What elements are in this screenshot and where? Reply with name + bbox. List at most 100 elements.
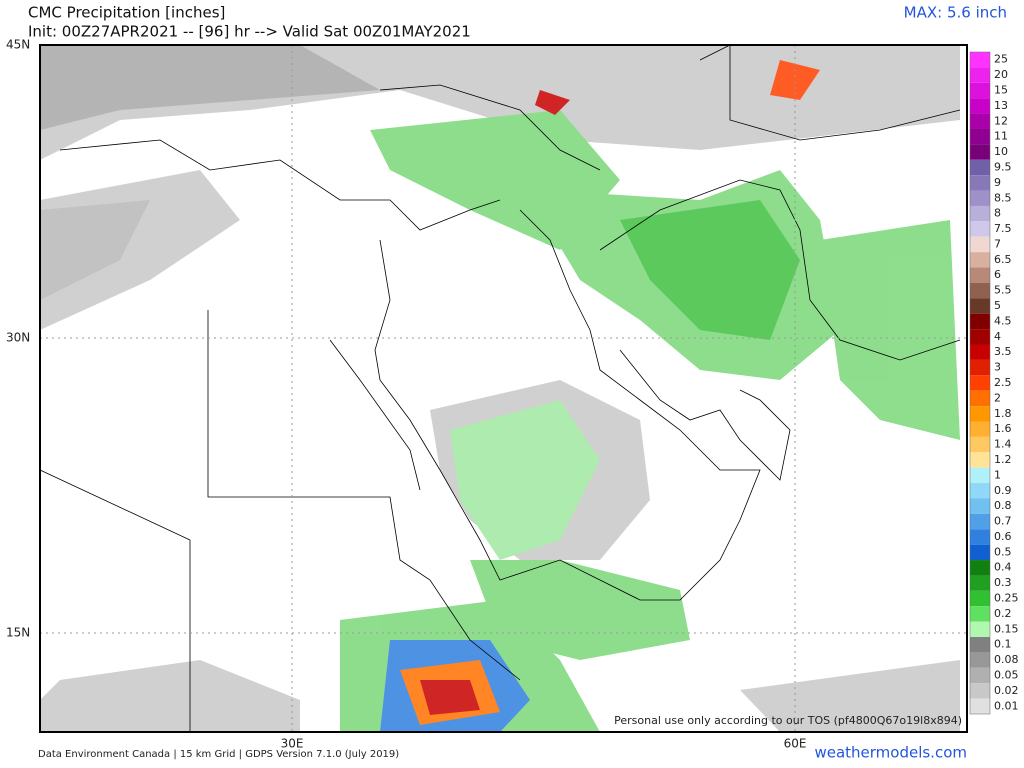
- precip-field: [40, 45, 960, 732]
- legend-swatch: [970, 452, 990, 468]
- site-link: weathermodels.com: [814, 744, 967, 762]
- legend-swatch: [970, 67, 990, 83]
- legend-label: 0.8: [994, 499, 1012, 512]
- legend-swatch: [970, 667, 990, 684]
- legend-swatch: [970, 560, 990, 576]
- legend-swatch: [970, 498, 990, 514]
- legend-swatch: [970, 637, 990, 653]
- legend-label: 1: [994, 468, 1001, 481]
- map-frame: [39, 44, 968, 733]
- legend-swatch: [970, 606, 990, 622]
- legend-swatch: [970, 98, 990, 114]
- map: Personal use only according to our TOS (…: [39, 44, 968, 733]
- lon-label: 30E: [281, 737, 304, 751]
- title: CMC Precipitation [inches]: [28, 4, 225, 22]
- legend-label: 5: [994, 299, 1001, 312]
- legend-swatch: [970, 298, 990, 314]
- legend-label: 9: [994, 176, 1001, 189]
- legend-label: 8.5: [994, 191, 1012, 204]
- borders: [39, 44, 961, 732]
- legend-swatch: [970, 282, 990, 299]
- legend-label: 0.1: [994, 638, 1012, 651]
- legend-swatch: [970, 575, 990, 591]
- legend-swatch: [970, 113, 990, 129]
- legend-swatch: [970, 513, 990, 530]
- legend-swatch: [970, 221, 990, 237]
- legend-label: 0.3: [994, 576, 1012, 589]
- legend-swatch: [970, 544, 990, 561]
- watermark: Personal use only according to our TOS (…: [614, 714, 962, 727]
- legend-label: 1.8: [994, 407, 1012, 420]
- legend-swatch: [970, 313, 990, 330]
- legend-swatch: [970, 252, 990, 268]
- legend-label: 0.2: [994, 607, 1012, 620]
- legend-label: 0.15: [994, 622, 1019, 635]
- graticule: [40, 45, 967, 732]
- max-value: MAX: 5.6 inch: [904, 4, 1007, 22]
- lat-label: 15N: [6, 626, 30, 640]
- legend-label: 25: [994, 53, 1008, 66]
- legend-label: 9.5: [994, 160, 1012, 173]
- legend-label: 0.08: [994, 653, 1019, 666]
- legend-label: 1.4: [994, 438, 1012, 451]
- legend-swatch: [970, 175, 990, 191]
- legend-label: 0.25: [994, 592, 1019, 605]
- legend-swatch: [970, 82, 990, 99]
- legend-label: 7: [994, 237, 1001, 250]
- legend-label: 15: [994, 83, 1008, 96]
- legend-label: 0.9: [994, 484, 1012, 497]
- legend-swatch: [970, 590, 990, 607]
- legend-label: 7.5: [994, 222, 1012, 235]
- legend-swatch: [970, 190, 990, 206]
- legend-swatch: [970, 421, 990, 437]
- credit: Data Environment Canada | 15 km Grid | G…: [38, 749, 399, 760]
- legend-label: 12: [994, 114, 1008, 127]
- legend-label: 6: [994, 268, 1001, 281]
- legend-label: 1.6: [994, 422, 1012, 435]
- legend-swatch: [970, 205, 990, 222]
- lat-label: 30N: [6, 331, 30, 345]
- lon-label: 60E: [784, 737, 807, 751]
- legend-label: 10: [994, 145, 1008, 158]
- lat-label: 45N: [6, 38, 30, 52]
- legend-swatch: [970, 436, 990, 453]
- legend-swatch: [970, 144, 990, 160]
- legend-swatch: [970, 128, 990, 145]
- legend-swatch: [970, 375, 990, 391]
- legend-label: 13: [994, 99, 1008, 112]
- legend-swatch: [970, 483, 990, 499]
- legend-label: 3: [994, 361, 1001, 374]
- legend-label: 2.5: [994, 376, 1012, 389]
- legend-swatch: [970, 359, 990, 376]
- legend-label: 0.5: [994, 545, 1012, 558]
- legend-swatch: [970, 529, 990, 545]
- legend-label: 0.01: [994, 699, 1019, 712]
- legend-frame: [969, 51, 991, 715]
- legend-swatch: [970, 652, 990, 668]
- legend-swatch: [970, 390, 990, 407]
- legend-label: 0.6: [994, 530, 1012, 543]
- legend-label: 5.5: [994, 284, 1012, 297]
- legend-swatch: [970, 406, 990, 422]
- legend-swatch: [970, 236, 990, 253]
- subtitle: Init: 00Z27APR2021 -- [96] hr --> Valid …: [28, 23, 471, 41]
- legend-label: 2: [994, 391, 1001, 404]
- legend-label: 20: [994, 68, 1008, 81]
- legend-swatch: [970, 267, 990, 283]
- legend-label: 11: [994, 130, 1008, 143]
- legend: 252015131211109.598.587.576.565.554.543.…: [969, 51, 1019, 715]
- legend-label: 3.5: [994, 345, 1012, 358]
- legend-label: 0.02: [994, 684, 1019, 697]
- legend-swatch: [970, 467, 990, 484]
- legend-swatch: [970, 344, 990, 360]
- legend-swatch: [970, 621, 990, 638]
- legend-label: 4.5: [994, 314, 1012, 327]
- legend-label: 6.5: [994, 253, 1012, 266]
- legend-swatch: [970, 52, 990, 68]
- legend-label: 4: [994, 330, 1001, 343]
- legend-label: 1.2: [994, 453, 1012, 466]
- legend-label: 0.05: [994, 669, 1019, 682]
- legend-swatch: [970, 159, 990, 176]
- legend-swatch: [970, 683, 990, 699]
- legend-swatch: [970, 698, 990, 714]
